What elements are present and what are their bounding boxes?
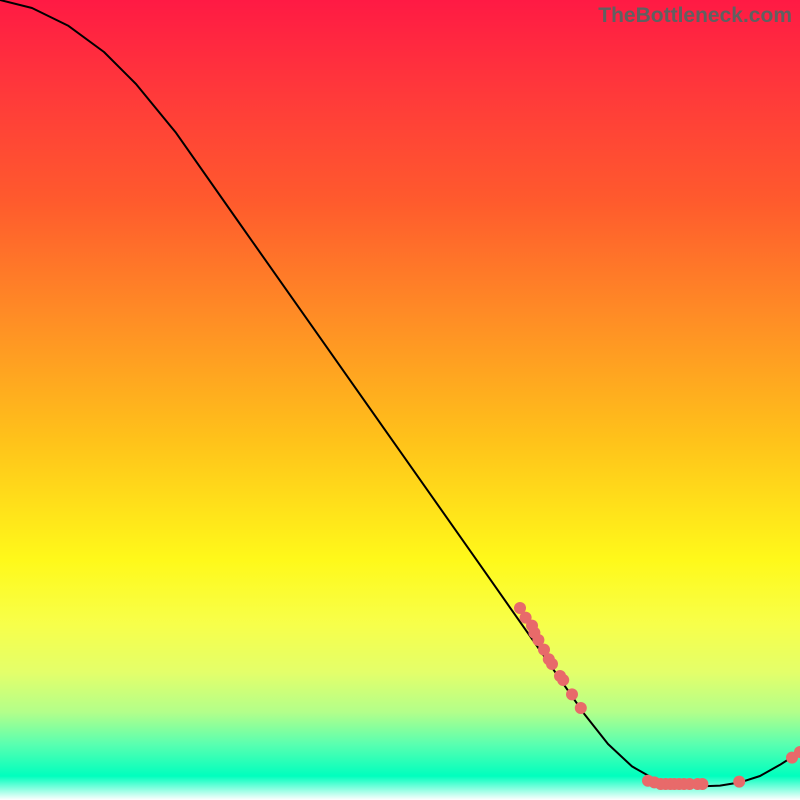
data-marker <box>696 778 708 790</box>
data-marker <box>733 776 745 788</box>
data-marker <box>575 702 587 714</box>
marker-group <box>514 602 800 790</box>
curve-line <box>0 0 800 786</box>
chart-container: TheBottleneck.com <box>0 0 800 800</box>
data-marker <box>546 658 558 670</box>
data-marker <box>566 688 578 700</box>
data-marker <box>557 674 569 686</box>
plot-svg <box>0 0 800 800</box>
